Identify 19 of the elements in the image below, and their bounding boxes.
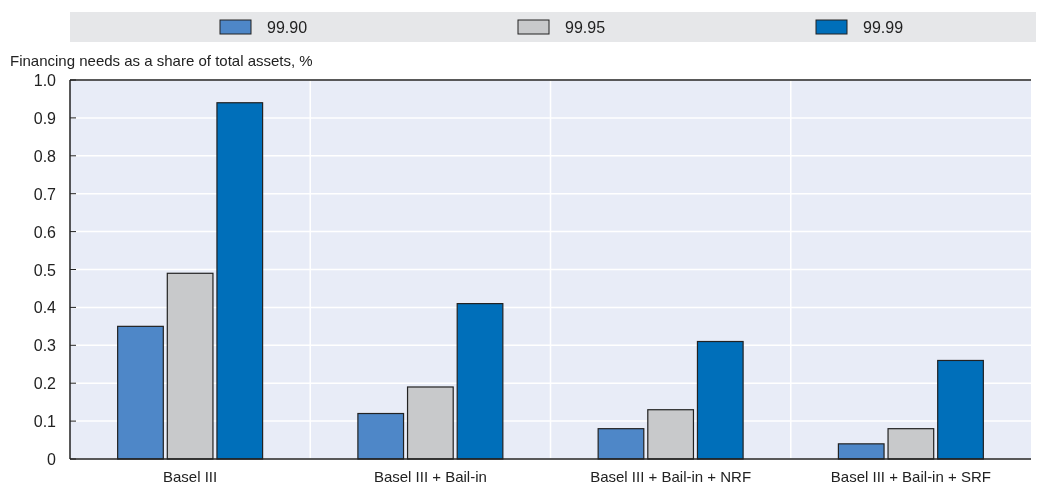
y-tick-label: 0.1	[33, 413, 57, 431]
y-tick-label: 0.3	[33, 337, 57, 355]
x-tick-label: Basel III + Bail-in	[373, 468, 487, 485]
y-tick-label: 0.2	[33, 375, 57, 393]
y-tick-label: 1.0	[33, 72, 57, 89]
y-tick-label: 0.4	[33, 299, 57, 317]
y-tick-label: 0.6	[33, 223, 57, 241]
y-tick-label: 0	[47, 451, 57, 468]
y-tick-label: 0.9	[33, 109, 57, 127]
legend-label: 99.90	[267, 19, 308, 36]
legend-label: 99.99	[863, 19, 904, 36]
legend-label: 99.95	[565, 19, 606, 36]
y-tick-label: 0.7	[33, 185, 57, 203]
x-tick-label: Basel III + Bail-in + NRF	[590, 468, 752, 485]
y-tick-label: 0.8	[33, 147, 57, 165]
y-axis-title: Financing needs as a share of total assets, %	[10, 52, 313, 69]
x-tick-label: Basel III + Bail-in + SRF	[830, 468, 991, 485]
y-tick-label: 0.5	[33, 261, 57, 279]
x-tick-label: Basel III	[163, 468, 218, 485]
